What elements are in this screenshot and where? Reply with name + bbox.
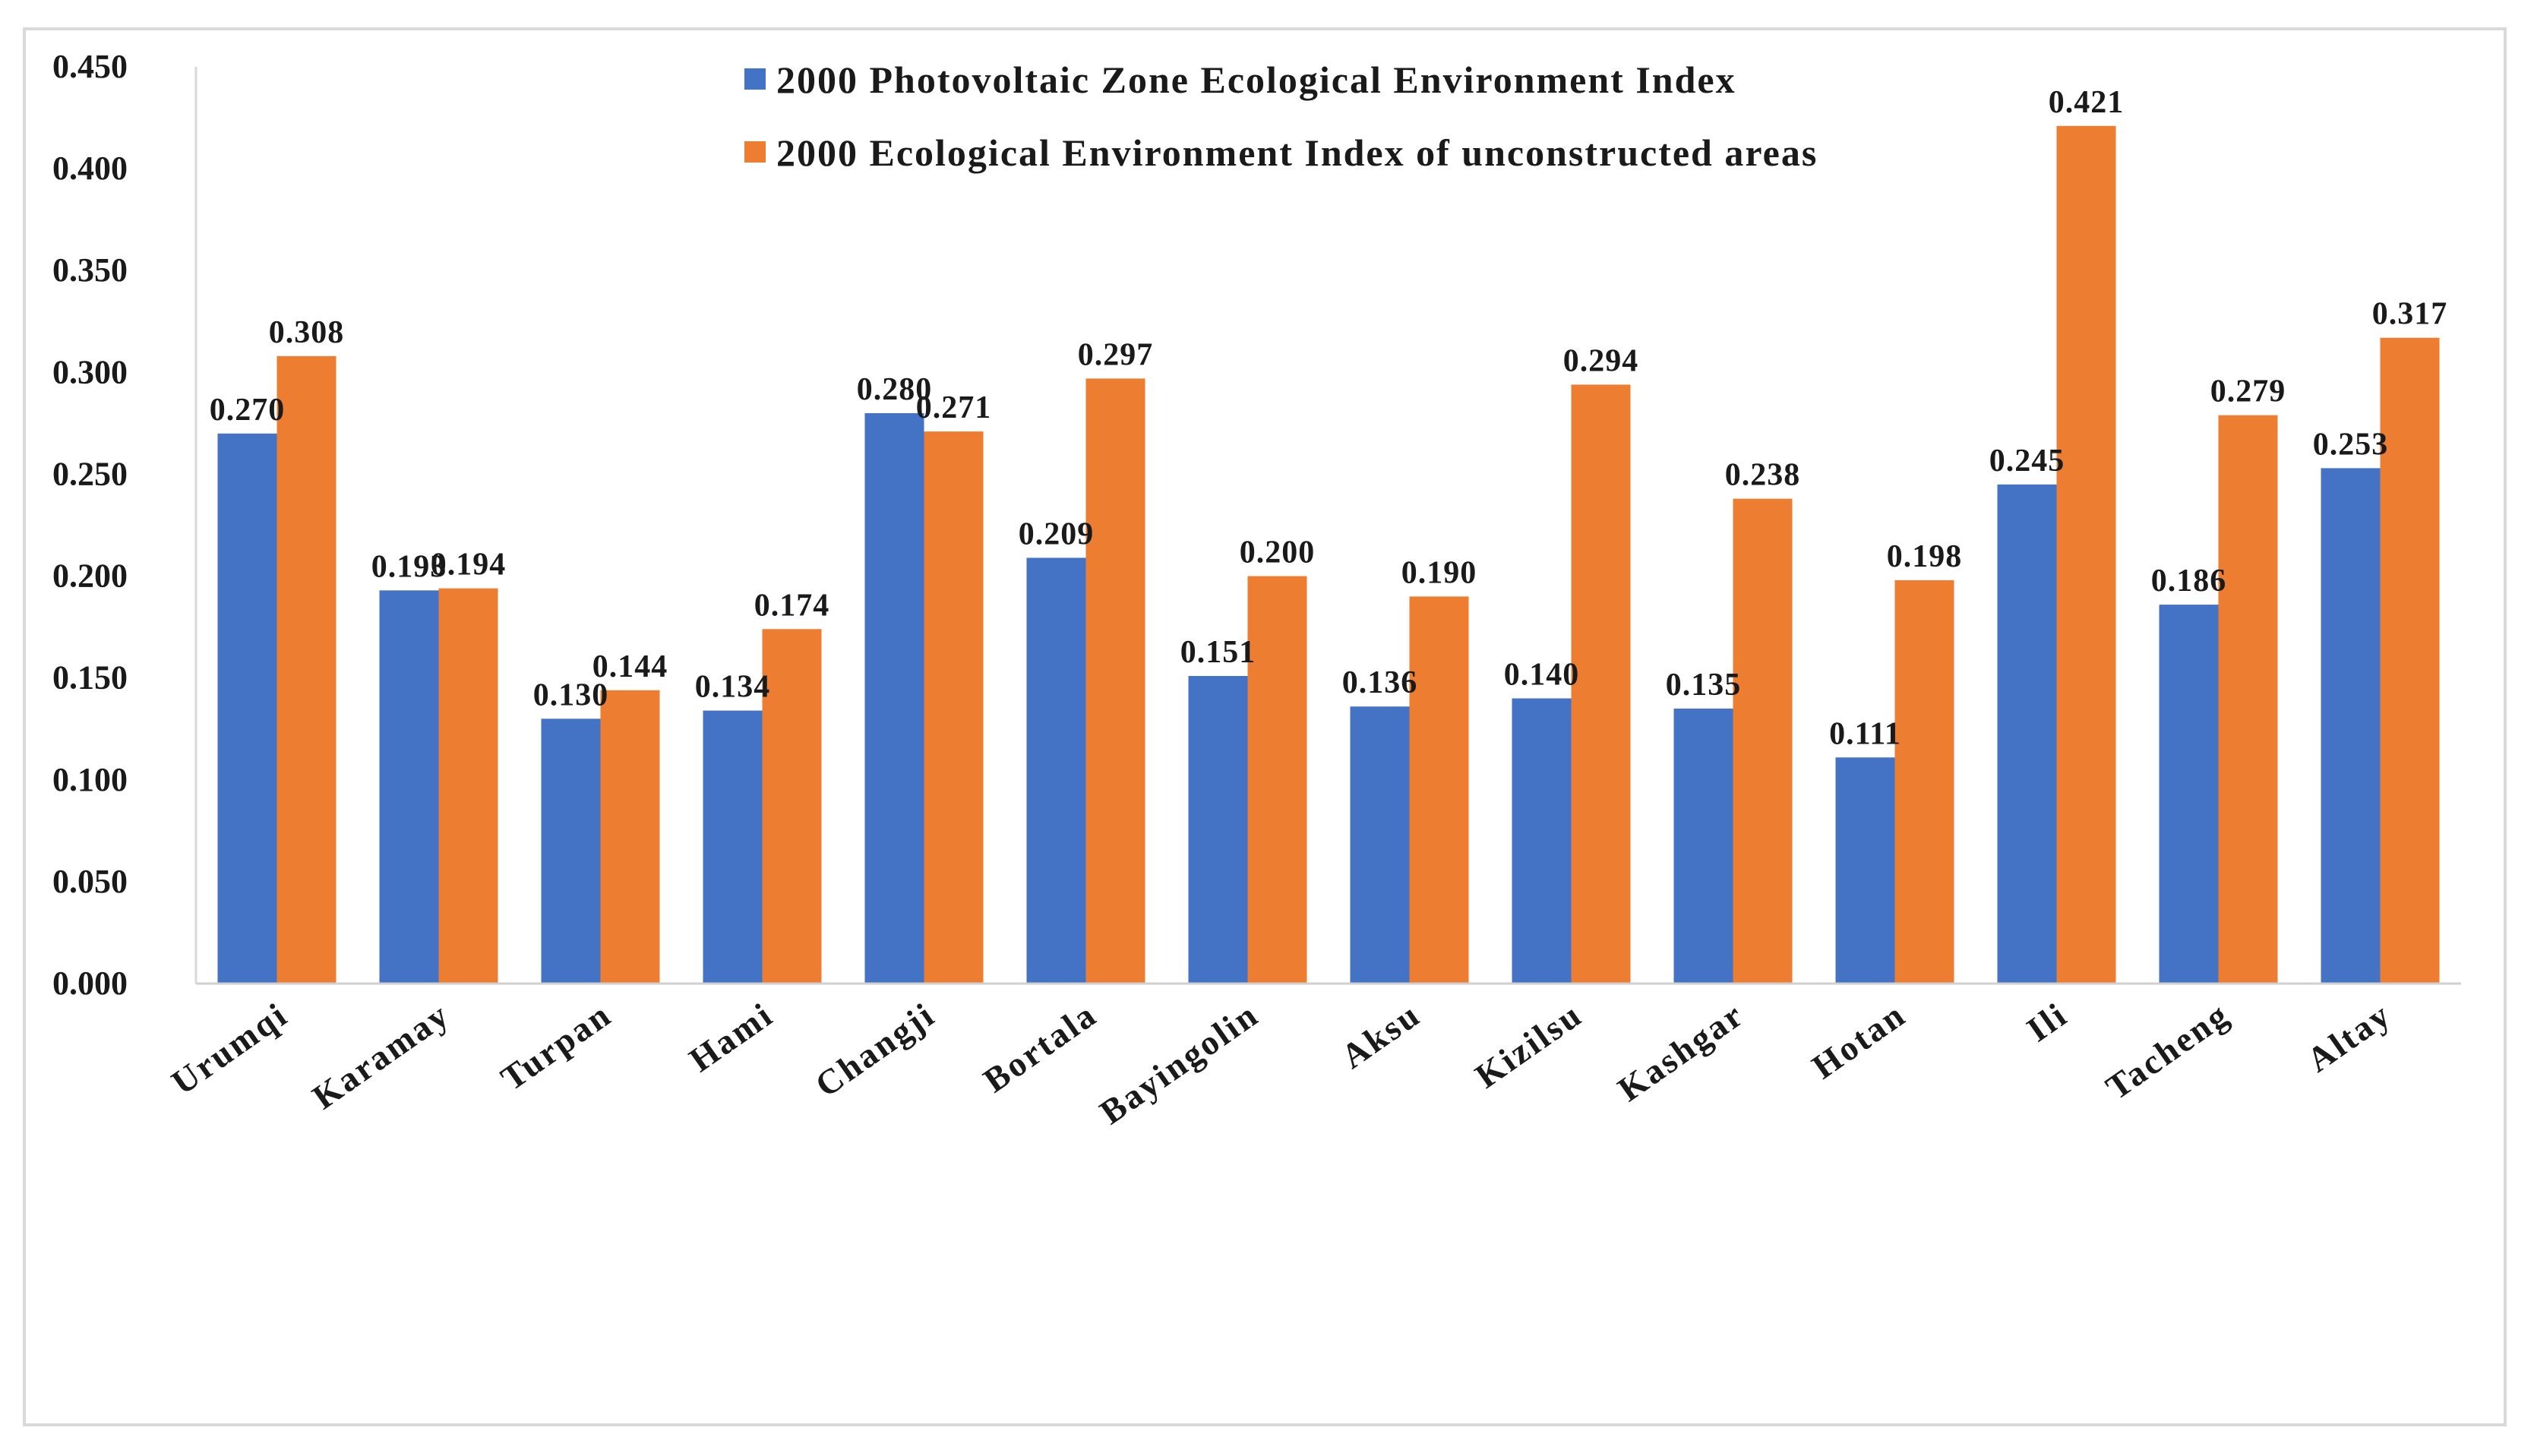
bar-unconstructed-bayingolin — [1247, 576, 1307, 984]
data-label: 0.308 — [269, 315, 345, 350]
data-label: 0.190 — [1401, 555, 1477, 590]
y-tick-label: 0.250 — [52, 455, 128, 492]
bar-pv-zone-aksu — [1350, 706, 1410, 984]
bar-pv-zone-ili — [1997, 484, 2057, 984]
bar-unconstructed-aksu — [1409, 596, 1469, 984]
bar-unconstructed-kizilsu — [1571, 384, 1631, 984]
bar-pv-zone-changji — [864, 412, 924, 984]
bar-unconstructed-turpan — [600, 690, 660, 984]
bar-unconstructed-kashgar — [1733, 498, 1793, 984]
data-label: 0.194 — [431, 548, 507, 583]
data-label: 0.245 — [1989, 444, 2065, 478]
y-tick-label: 0.000 — [52, 965, 128, 1002]
x-tick-label: Aksu — [1334, 994, 1427, 1075]
data-label: 0.279 — [2210, 374, 2286, 409]
data-label: 0.193 — [371, 549, 447, 584]
bar-unconstructed-hami — [762, 629, 822, 984]
y-tick-label: 0.350 — [52, 251, 128, 289]
bar-unconstructed-ili — [2056, 125, 2116, 984]
data-label: 0.200 — [1240, 535, 1316, 570]
x-tick-label: Hotan — [1805, 994, 1913, 1086]
bar-unconstructed-hotan — [1894, 580, 1954, 984]
bar-pv-zone-turpan — [541, 719, 601, 984]
x-tick-label: Tacheng — [2099, 994, 2236, 1107]
data-label: 0.111 — [1829, 716, 1901, 751]
data-label: 0.151 — [1180, 635, 1256, 670]
x-axis: Urumqi Karamay Turpan Hami Changji BortalaBay… — [165, 982, 2461, 1132]
data-label: 0.134 — [695, 670, 771, 705]
data-label: 0.136 — [1342, 665, 1418, 700]
y-tick-label: 0.300 — [52, 353, 128, 390]
y-tick-label: 0.100 — [52, 761, 128, 798]
x-tick-label: Bayingolin — [1093, 994, 1266, 1132]
legend-label: 2000 Ecological Environment Index of unc… — [776, 131, 1818, 174]
legend: 2000 Photovoltaic Zone Ecological Enviro… — [744, 58, 1818, 174]
bar-pv-zone-altay — [2321, 468, 2381, 984]
y-tick-label: 0.400 — [52, 150, 128, 187]
bar-pv-zone-karamay — [379, 590, 439, 984]
data-label: 0.174 — [754, 588, 830, 623]
data-label: 0.270 — [210, 393, 286, 428]
data-label: 0.297 — [1078, 337, 1154, 372]
bar-pv-zone-tacheng — [2159, 605, 2219, 984]
data-label: 0.198 — [1887, 539, 1963, 574]
bar-pv-zone-kashgar — [1673, 708, 1733, 984]
data-label: 0.130 — [533, 677, 609, 712]
data-label: 0.209 — [1019, 516, 1095, 551]
bar-unconstructed-karamay — [438, 588, 498, 984]
data-label: 0.140 — [1504, 657, 1580, 692]
x-tick-label: Ili — [2020, 994, 2074, 1049]
bars — [217, 125, 2440, 984]
bar-unconstructed-bortala — [1085, 378, 1145, 984]
x-tick-label: Hami — [682, 994, 780, 1079]
bar-pv-zone-urumqi — [217, 433, 277, 984]
x-tick-label: Urumqi — [165, 994, 295, 1102]
data-label: 0.238 — [1725, 458, 1801, 493]
data-label: 0.294 — [1563, 343, 1639, 378]
y-tick-label: 0.050 — [52, 863, 128, 900]
data-label: 0.186 — [2151, 564, 2227, 599]
y-axis: 0.000 0.050 0.100 0.150 0.200 0.250 0.300 0.350… — [52, 48, 197, 1002]
bar-pv-zone-bortala — [1026, 557, 1086, 984]
bar-pv-zone-kizilsu — [1512, 698, 1572, 984]
legend-swatch — [744, 141, 766, 163]
bar-pv-zone-hotan — [1835, 757, 1895, 984]
bar-unconstructed-tacheng — [2218, 415, 2278, 984]
bar-pv-zone-bayingolin — [1188, 675, 1248, 984]
bar-unconstructed-urumqi — [276, 355, 336, 984]
data-label: 0.271 — [916, 390, 992, 425]
x-tick-label: Kashgar — [1611, 994, 1752, 1109]
x-tick-label: Karamay — [305, 994, 457, 1116]
x-tick-label: Altay — [2300, 994, 2398, 1079]
x-tick-label: Changji — [808, 994, 942, 1104]
legend-label: 2000 Photovoltaic Zone Ecological Enviro… — [776, 58, 1736, 101]
bar-unconstructed-changji — [924, 431, 984, 984]
bar-pv-zone-hami — [703, 710, 763, 984]
y-tick-label: 0.150 — [52, 659, 128, 696]
data-label: 0.144 — [592, 649, 668, 684]
x-tick-label: Turpan — [494, 994, 618, 1098]
x-tick-label: Bortala — [976, 994, 1104, 1100]
data-label: 0.317 — [2372, 297, 2448, 332]
data-label: 0.280 — [857, 372, 933, 407]
data-label: 0.135 — [1666, 668, 1742, 703]
x-tick-label: Kizilsu — [1468, 994, 1590, 1095]
data-label: 0.421 — [2049, 85, 2125, 120]
legend-swatch — [744, 68, 766, 90]
data-label: 0.253 — [2313, 427, 2389, 462]
y-tick-label: 0.450 — [52, 48, 128, 85]
bar-unconstructed-altay — [2380, 337, 2440, 984]
y-tick-label: 0.200 — [52, 557, 128, 595]
